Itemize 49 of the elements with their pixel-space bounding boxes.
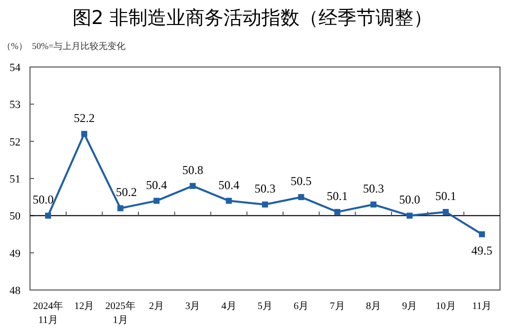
text: 50%=与上月比较无变化 [32, 41, 126, 51]
data-label: 50.4 [146, 178, 168, 192]
x-tick-label: 2024年 11月 [33, 300, 64, 326]
data-label: 52.2 [74, 110, 95, 125]
x-tick-label: 12月 [74, 301, 94, 312]
data-label: 50.3 [254, 182, 276, 196]
point [154, 198, 160, 204]
data-label: 49.5 [471, 243, 492, 258]
point [190, 182, 196, 189]
point [334, 208, 340, 215]
y-axis-title: （%） [2, 41, 28, 51]
data-label: 50.2 [116, 185, 137, 200]
point [478, 231, 485, 238]
data-label: 50.5 [290, 174, 312, 188]
point [226, 198, 232, 204]
y-tick-label: 53 [10, 99, 21, 112]
x-tick-label: 8月 [366, 301, 381, 312]
point [406, 212, 413, 219]
y-tick-label: 52 [10, 136, 20, 148]
point [45, 212, 52, 219]
data-label: 50.1 [435, 188, 456, 203]
data-label: 50.0 [399, 192, 420, 207]
x-tick-label: 2025年 1月 [105, 300, 136, 326]
x-tick-label: 6月 [294, 301, 309, 312]
x-tick-label: 10月 [436, 301, 456, 312]
point [298, 194, 304, 200]
x-tick-label: 2月 [149, 301, 164, 312]
x-tick-label: 9月 [402, 301, 418, 312]
point [370, 202, 376, 208]
data-label: 50.1 [326, 188, 348, 203]
x-tick-label: 3月 [185, 301, 200, 312]
y-tick-label: 48 [10, 285, 21, 297]
x-tick-label: 11月 [472, 301, 492, 312]
y-tick-label: 54 [10, 62, 21, 74]
x-tick-label: 7月 [330, 301, 345, 312]
y-tick-label: 51 [10, 174, 20, 186]
point [442, 208, 449, 215]
data-label: 50.0 [32, 192, 54, 207]
data-label: 50.4 [218, 178, 240, 192]
chart-title: 图2 非制造业商务活动指数（经季节调整） [72, 7, 433, 29]
x-tick-label: 4月 [221, 301, 236, 312]
x-tick-label: 5月 [258, 301, 272, 312]
point [117, 205, 124, 212]
data-label: 50.8 [182, 162, 204, 177]
point [81, 130, 88, 137]
point [262, 202, 268, 208]
y-tick-label: 50 [10, 210, 21, 223]
data-label: 50.3 [362, 182, 384, 196]
y-tick-label: 49 [10, 248, 21, 260]
